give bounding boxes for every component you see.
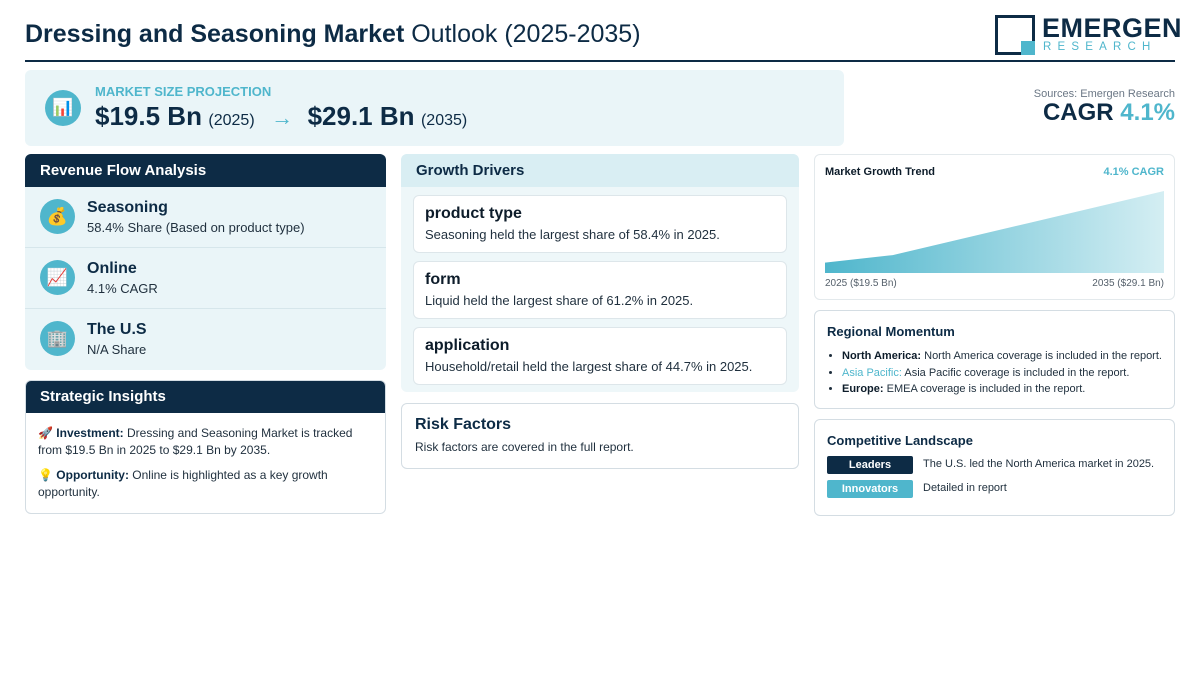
competitive-text: Detailed in report (923, 482, 1007, 494)
revenue-flow-title: Revenue Flow Analysis (25, 154, 386, 187)
region-text: North America coverage is included in th… (921, 350, 1162, 362)
growth-trend-chart (825, 191, 1164, 273)
cagr-value: 4.1% (1120, 99, 1175, 126)
region-text: Asia Pacific coverage is included in the… (901, 366, 1130, 379)
driver-card-form: form Liquid held the largest share of 61… (413, 261, 787, 319)
risk-factors-text: Risk factors are covered in the full rep… (415, 440, 634, 454)
revenue-item-sub: N/A Share (87, 342, 147, 357)
lightbulb-icon: 💡 (38, 468, 53, 482)
insight-label: Investment: (56, 426, 124, 440)
driver-card-application: application Household/retail held the la… (413, 327, 787, 385)
region-asia-pacific: Asia Pacific: Asia Pacific coverage is i… (842, 365, 1172, 382)
logo-subtitle: RESEARCH (1043, 41, 1157, 53)
trend-cagr-label: 4.1% CAGR (1103, 166, 1164, 178)
revenue-item-title: The U.S (87, 321, 147, 338)
innovators-badge: Innovators (827, 480, 913, 498)
revenue-item-online: 📈 Online 4.1% CAGR (25, 248, 386, 309)
driver-title: form (425, 271, 461, 288)
end-value: $29.1 Bn (307, 101, 415, 131)
market-growth-trend-panel: Market Growth Trend 4.1% CAGR 2025 ($19.… (814, 154, 1175, 300)
regional-momentum-title: Regional Momentum (827, 324, 955, 339)
start-year: (2025) (208, 112, 255, 129)
emergen-research-logo: EMERGEN RESEARCH (995, 14, 1182, 56)
region-europe: Europe: EMEA coverage is included in the… (842, 381, 1172, 398)
insight-text: Dressing and Seasoning Market is tracked… (38, 426, 353, 457)
revenue-item-sub: 58.4% Share (Based on product type) (87, 220, 305, 235)
risk-factors-panel: Risk Factors Risk factors are covered in… (401, 403, 799, 469)
driver-text: Household/retail held the largest share … (425, 359, 753, 374)
revenue-flow-panel: Revenue Flow Analysis 💰 Seasoning 58.4% … (25, 154, 386, 370)
sources-text: Sources: Emergen Research (1033, 88, 1175, 100)
page-title-bold: Dressing and Seasoning Market (25, 20, 405, 48)
page-header: Dressing and Seasoning Market Outlook (2… (25, 12, 1182, 62)
market-size-label: MARKET SIZE PROJECTION (95, 84, 272, 99)
page-title-rest: Outlook (2025-2035) (404, 20, 641, 48)
strategic-insights-title: Strategic Insights (26, 381, 385, 413)
region-name: North America: (842, 350, 922, 362)
trend-start-label: 2025 ($19.5 Bn) (825, 278, 897, 289)
region-text: EMEA coverage is included in the report. (883, 383, 1086, 395)
growth-trend-area (825, 191, 1164, 273)
driver-title: application (425, 337, 510, 354)
competitive-row-innovators: Innovators Detailed in report (827, 480, 1167, 498)
region-name: Asia Pacific: (842, 366, 902, 379)
regional-list: North America: North America coverage is… (842, 348, 1172, 398)
competitive-landscape-title: Competitive Landscape (827, 433, 973, 448)
driver-text: Liquid held the largest share of 61.2% i… (425, 293, 694, 308)
trend-up-icon: 📈 (40, 260, 75, 295)
page-title: Dressing and Seasoning Market Outlook (2… (25, 20, 641, 49)
revenue-item-seasoning: 💰 Seasoning 58.4% Share (Based on produc… (25, 187, 386, 248)
insight-text: Online is highlighted as a key growth op… (38, 468, 328, 499)
region-north-america: North America: North America coverage is… (842, 348, 1172, 365)
driver-title: product type (425, 205, 522, 222)
competitive-landscape-panel: Competitive Landscape Leaders The U.S. l… (814, 419, 1175, 516)
logo-name: EMERGEN (1042, 13, 1183, 43)
building-icon: 🏢 (40, 321, 75, 356)
market-size-banner: 📊 MARKET SIZE PROJECTION $19.5 Bn (2025)… (25, 70, 844, 146)
logo-mark-icon (995, 15, 1035, 55)
market-size-values: $19.5 Bn (2025) → $29.1 Bn (2035) (95, 101, 467, 132)
rocket-icon: 🚀 (38, 426, 53, 440)
end-year: (2035) (420, 112, 468, 129)
revenue-item-title: Seasoning (87, 199, 168, 216)
driver-text: Seasoning held the largest share of 58.4… (425, 227, 720, 242)
insight-opportunity: 💡 Opportunity: Online is highlighted as … (38, 467, 373, 501)
insight-investment: 🚀 Investment: Dressing and Seasoning Mar… (38, 425, 373, 459)
regional-momentum-panel: Regional Momentum North America: North A… (814, 310, 1175, 409)
insight-label: Opportunity: (56, 468, 129, 482)
revenue-item-sub: 4.1% CAGR (87, 281, 158, 296)
cagr-label: CAGR (1042, 99, 1114, 126)
arrow-right-icon: → (271, 105, 294, 130)
bar-chart-icon: 📊 (45, 90, 81, 126)
revenue-item-title: Online (87, 260, 137, 277)
revenue-item-us: 🏢 The U.S N/A Share (25, 309, 386, 370)
driver-card-product-type: product type Seasoning held the largest … (413, 195, 787, 253)
cagr-headline: CAGR 4.1% (1043, 99, 1175, 127)
growth-drivers-panel: Growth Drivers product type Seasoning he… (401, 154, 799, 392)
trend-end-label: 2035 ($29.1 Bn) (1092, 278, 1164, 289)
competitive-row-leaders: Leaders The U.S. led the North America m… (827, 456, 1167, 474)
trend-title: Market Growth Trend (825, 166, 936, 178)
region-name: Europe: (842, 383, 884, 395)
growth-drivers-title: Growth Drivers (401, 154, 799, 187)
money-bag-icon: 💰 (40, 199, 75, 234)
strategic-insights-panel: Strategic Insights 🚀 Investment: Dressin… (25, 380, 386, 514)
start-value: $19.5 Bn (95, 101, 202, 131)
risk-factors-title: Risk Factors (415, 416, 512, 433)
leaders-badge: Leaders (827, 456, 913, 474)
competitive-text: The U.S. led the North America market in… (923, 458, 1155, 470)
